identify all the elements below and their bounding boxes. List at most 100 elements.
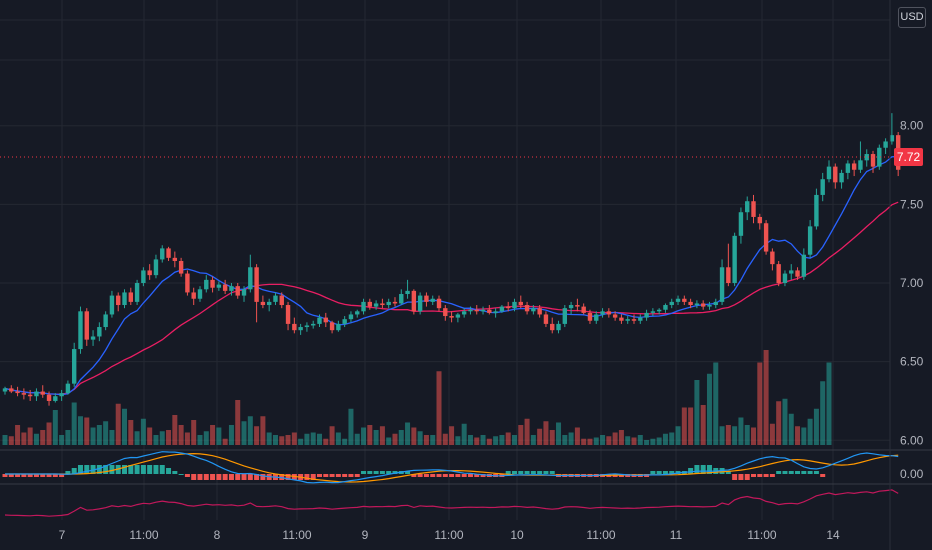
candle (468, 306, 473, 315)
volume-bar (166, 430, 172, 445)
volume-bar (530, 435, 536, 445)
volume-bar (46, 422, 52, 445)
volume-bar (298, 438, 304, 445)
macd-histogram-bar (228, 474, 234, 480)
candle (587, 309, 593, 324)
candle-body (480, 309, 486, 312)
volume-bar (147, 427, 153, 445)
macd-histogram-bar (27, 474, 33, 477)
candle-body (122, 292, 127, 306)
candle-body (46, 394, 52, 401)
candle (499, 305, 505, 313)
candle-body (197, 289, 203, 299)
macd-histogram-bar (411, 474, 417, 477)
candle (417, 292, 423, 315)
candle-body (134, 283, 140, 302)
price-axis[interactable]: 8.00 7.50 7.00 6.50 6.00 (900, 119, 924, 448)
macd-histogram-bar (417, 474, 423, 477)
macd-histogram-bar (40, 474, 46, 477)
candle-body (424, 295, 429, 302)
volume-bar (744, 425, 750, 445)
macd-histogram-bar (285, 474, 291, 480)
time-axis-tick-label: 11 (670, 528, 683, 542)
candle (329, 320, 335, 334)
macd-histogram-bar (373, 471, 379, 474)
volume-bar (568, 432, 574, 445)
macd-axis: 0.00 (900, 467, 924, 481)
currency-badge[interactable]: USD (898, 7, 926, 28)
candle (726, 243, 731, 287)
candle (336, 320, 341, 332)
volume-bar (140, 418, 146, 445)
candle-body (311, 323, 316, 326)
volume-bar (556, 422, 562, 445)
volume-bar (493, 436, 499, 445)
candle (235, 283, 240, 299)
candle (807, 220, 813, 258)
candle-body (757, 216, 762, 224)
candle-body (713, 301, 718, 306)
candle (864, 149, 869, 167)
volume-bar (134, 431, 140, 445)
volume-bar (21, 432, 27, 445)
volume-bar (33, 433, 39, 445)
candle (770, 248, 775, 271)
volume-bar (216, 427, 222, 445)
time-axis-tick-label: 11:00 (747, 528, 776, 542)
candle-body (128, 292, 133, 302)
volume-bar (524, 418, 530, 445)
candle (449, 311, 454, 323)
candle-body (745, 201, 750, 213)
candle (751, 194, 756, 224)
candle-body (78, 311, 83, 350)
macd-histogram-bar (46, 474, 52, 477)
candle-body (21, 393, 27, 395)
candlesticks[interactable] (2, 113, 901, 406)
candle (487, 305, 492, 315)
volume-bar (813, 408, 819, 445)
candle (304, 322, 310, 332)
candle (845, 160, 851, 180)
candle (160, 245, 165, 263)
candle-body (348, 314, 354, 320)
candle-body (612, 314, 618, 318)
candle (128, 287, 133, 306)
volume-bar (820, 381, 826, 445)
candle (380, 298, 385, 309)
time-axis-tick-label: 10 (510, 528, 524, 542)
candle-body (883, 141, 888, 148)
candle-body (279, 295, 284, 306)
candle (833, 163, 838, 189)
candle-body (235, 286, 240, 296)
candle-body (216, 284, 222, 288)
candle-body (789, 270, 794, 274)
candle (814, 188, 819, 230)
volume-bar (788, 413, 794, 445)
candle (650, 308, 656, 317)
volume-bar (285, 435, 291, 445)
volume-bar (203, 431, 209, 445)
candle (109, 290, 115, 318)
time-axis[interactable]: 7 11:00 8 11:00 9 11:00 10 11:00 11 11:00 14 (59, 528, 840, 542)
candle-body (820, 179, 825, 195)
candle-body (531, 308, 536, 312)
volume-bar (103, 421, 109, 445)
candle-body (719, 267, 725, 302)
volume-bar (511, 435, 517, 445)
candle (745, 196, 750, 221)
candle-body (405, 290, 410, 295)
candle (285, 301, 291, 331)
candle (97, 322, 102, 342)
candle (342, 316, 347, 328)
volume-bar (662, 433, 668, 445)
candle-body (814, 194, 819, 227)
candle-body (53, 396, 58, 401)
candle (90, 330, 96, 346)
candle (600, 308, 605, 318)
volume-bar (650, 438, 656, 445)
volume-bar (719, 426, 725, 445)
candle-body (172, 257, 178, 261)
volume-bar (405, 422, 411, 445)
macd-histogram-bar (505, 471, 511, 474)
